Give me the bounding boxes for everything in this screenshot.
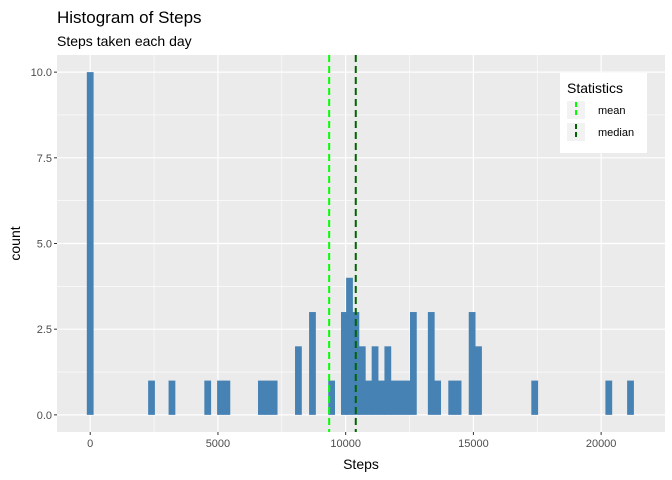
histogram-bar: [427, 312, 435, 415]
legend-entry-mean: mean: [567, 101, 626, 119]
histogram-bar: [257, 380, 265, 415]
x-tick-label: 20000: [586, 438, 617, 450]
x-axis-ticks: 0 5000 10000 15000 20000: [87, 432, 616, 450]
legend-label: median: [598, 127, 634, 139]
histogram-bar: [86, 72, 94, 415]
reference-lines: [328, 55, 357, 432]
histogram-bar: [168, 380, 176, 415]
histogram-bar: [448, 380, 456, 415]
legend: Statistics mean median: [560, 73, 647, 153]
histogram-bar: [365, 380, 373, 415]
histogram-bar: [295, 346, 302, 415]
histogram-bar: [328, 380, 336, 415]
y-tick-label: 5.0: [37, 239, 52, 251]
histogram-bar: [531, 380, 539, 415]
y-axis-title: count: [7, 226, 23, 260]
y-tick-label: 2.5: [37, 324, 52, 336]
histogram-bar: [409, 312, 417, 415]
histogram-bar: [403, 380, 411, 415]
histogram-bar: [346, 277, 353, 415]
histogram-bar: [148, 380, 155, 415]
x-tick-label: 15000: [458, 438, 489, 450]
histogram-bar: [341, 312, 348, 415]
x-tick-label: 0: [87, 438, 93, 450]
histogram-bar: [397, 380, 404, 415]
histogram-bar: [204, 380, 212, 415]
histogram-bar: [627, 380, 634, 415]
histogram-bar: [378, 380, 385, 415]
x-axis-title: Steps: [343, 456, 379, 472]
histogram-bar: [475, 346, 482, 415]
histogram-bar: [264, 380, 272, 415]
histogram-bar: [434, 380, 442, 415]
histogram-bar: [384, 346, 392, 415]
histogram-bar: [217, 380, 224, 415]
histogram-bar: [371, 346, 379, 415]
histogram-bars: [86, 72, 634, 415]
histogram-bar: [468, 312, 476, 415]
chart-title: Histogram of Steps: [57, 8, 202, 27]
histogram-bar: [270, 380, 278, 415]
histogram-bar: [309, 312, 316, 415]
histogram-bar: [358, 346, 366, 415]
x-tick-label: 10000: [330, 438, 361, 450]
histogram-bar: [605, 380, 613, 415]
histogram-bar: [390, 380, 398, 415]
histogram-bar: [223, 380, 231, 415]
y-tick-label: 0.0: [37, 410, 52, 422]
legend-entry-median: median: [567, 123, 634, 141]
legend-label: mean: [598, 105, 626, 117]
histogram-bar: [454, 380, 462, 415]
y-axis-ticks: 0.0 2.5 5.0 7.5 10.0: [31, 67, 57, 422]
legend-title: Statistics: [567, 80, 623, 96]
y-tick-label: 10.0: [31, 67, 52, 79]
x-tick-label: 5000: [206, 438, 230, 450]
y-tick-label: 7.5: [37, 153, 52, 165]
chart-subtitle: Steps taken each day: [57, 33, 192, 49]
